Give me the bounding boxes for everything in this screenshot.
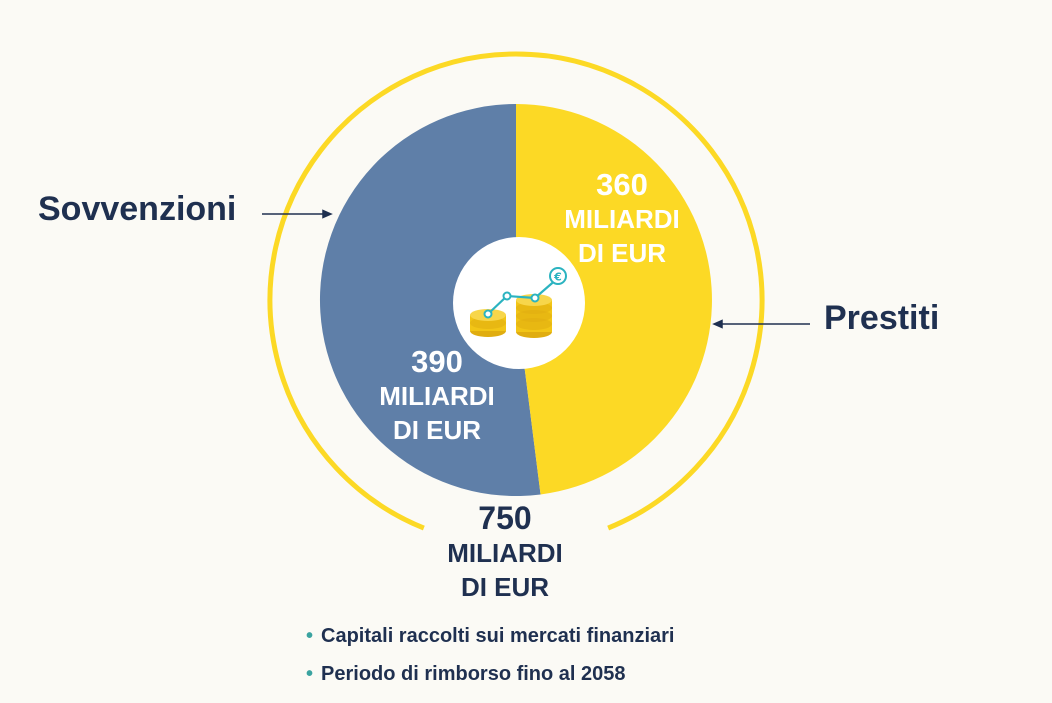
notes-list: • Capitali raccolti sui mercati finanziar… [306,622,674,698]
unit-prestiti-line1: MILIARDI [564,204,680,234]
unit-sovvenzioni-line2: DI EUR [392,415,482,445]
slice-prestiti [516,104,712,495]
coins-growth-euro-icon: € [470,267,567,338]
value-prestiti: 360 [596,167,648,202]
note-text: Capitali raccolti sui mercati finanziari [321,625,675,647]
slice-sovvenzioni [319,104,541,496]
total-value: 750 [478,500,532,536]
svg-text:€: € [553,271,562,284]
bullet-dot: • [306,663,314,685]
note-item: • Capitali raccolti sui mercati finanziar… [306,622,674,660]
unit-prestiti-line2: DI EUR [577,238,667,268]
label-prestiti: Prestiti [824,299,940,337]
total-unit-line1: MILIARDI [447,538,563,568]
note-item: • Periodo di rimborso fino al 2058 [306,660,674,698]
bullet-dot: • [306,625,314,647]
value-sovvenzioni: 390 [411,344,463,379]
note-text: Periodo di rimborso fino al 2058 [321,663,626,685]
total-ring [267,51,765,531]
arrow-prestiti [712,319,810,329]
label-sovvenzioni: Sovvenzioni [38,190,237,228]
total-unit-line2: DI EUR [460,572,550,602]
arrow-sovvenzioni [262,209,333,219]
value-label-prestiti: 360 MILIARDI DI EUR [542,168,702,270]
total-label: 750 MILIARDI DI EUR [400,500,610,604]
unit-sovvenzioni-line1: MILIARDI [379,381,495,411]
growth-line [487,277,559,315]
euro-icon [549,267,567,285]
coin-stack-small [470,309,506,337]
value-label-sovvenzioni: 390 MILIARDI DI EUR [357,345,517,447]
